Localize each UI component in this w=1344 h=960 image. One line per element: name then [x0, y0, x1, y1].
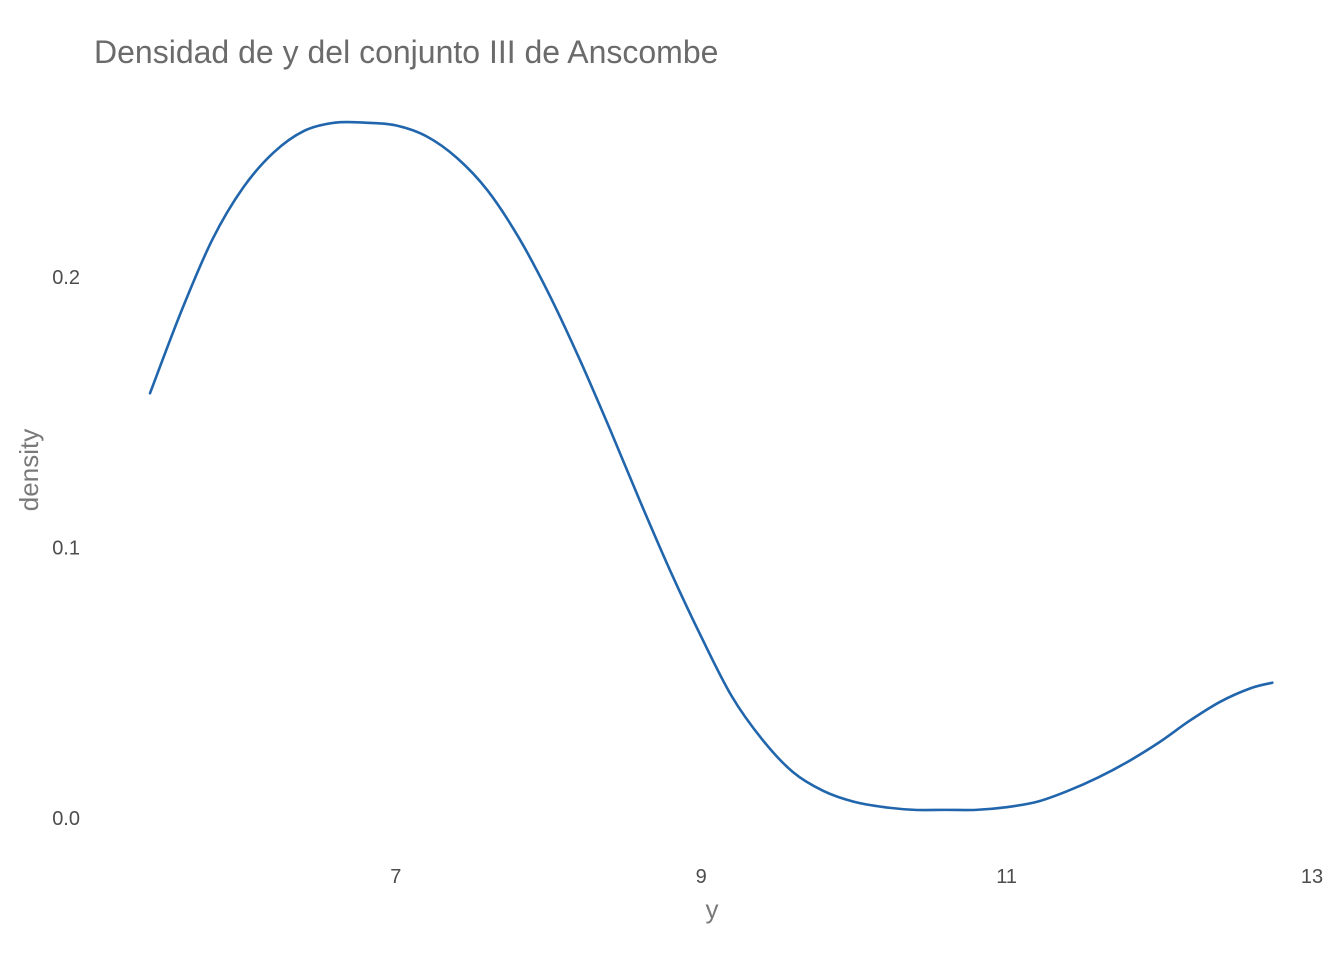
x-axis-ticks: 7 9 11 13: [390, 866, 1323, 888]
x-tick-label: 7: [390, 866, 401, 888]
y-tick-label: 0.2: [52, 267, 80, 289]
x-tick-label: 13: [1301, 866, 1323, 888]
y-axis-label: density: [14, 429, 44, 511]
density-curve: [148, 120, 1274, 812]
x-tick-label: 11: [996, 866, 1017, 888]
y-tick-label: 0.0: [52, 808, 80, 830]
x-axis-label: y: [706, 894, 719, 924]
chart-title: Densidad de y del conjunto III de Anscom…: [94, 34, 718, 70]
y-tick-label: 0.1: [52, 537, 80, 559]
y-axis-ticks: 0.0 0.1 0.2: [52, 267, 80, 830]
x-tick-label: 9: [696, 866, 707, 888]
